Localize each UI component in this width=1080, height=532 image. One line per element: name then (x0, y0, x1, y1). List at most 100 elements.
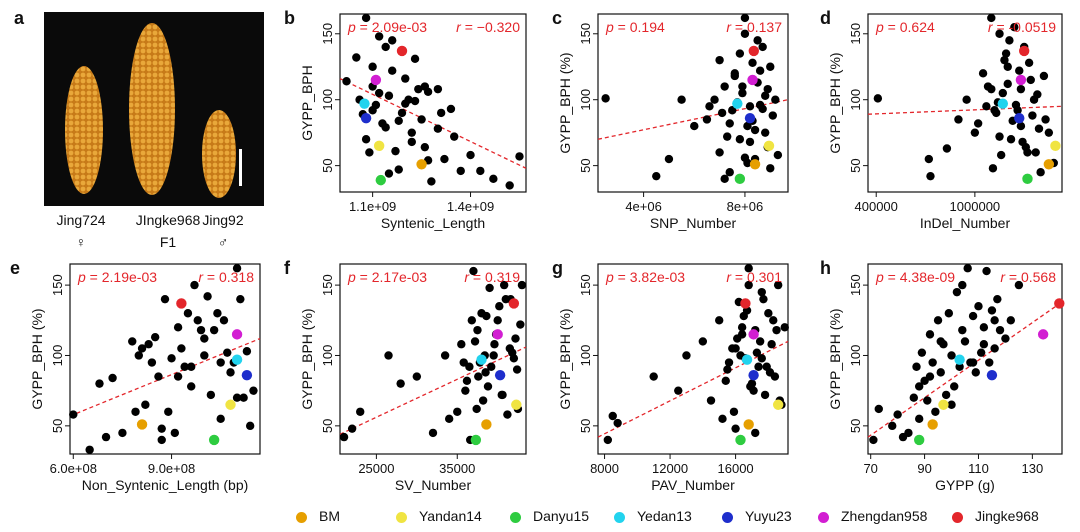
legend-item-yandan14: Yandan14 (396, 508, 482, 524)
data-point (758, 42, 767, 52)
highlight-point-zhengdan958 (492, 329, 503, 340)
highlight-point-yandan14 (373, 140, 385, 152)
p-value-annotation: p = 2.19e-03 (77, 269, 157, 285)
data-point (674, 386, 683, 395)
data-point (444, 414, 454, 424)
data-point (462, 376, 472, 386)
data-point (914, 382, 924, 391)
data-point (505, 181, 514, 190)
y-tick-label: 100 (578, 345, 593, 367)
y-tick-label: 50 (578, 419, 593, 433)
data-point (974, 302, 983, 311)
data-point (420, 82, 430, 91)
data-point (995, 325, 1005, 335)
data-point (995, 132, 1004, 141)
data-point (738, 88, 747, 98)
data-point (474, 372, 483, 381)
chart-panel-h: 70 90 110 130 50 100 150 GYPP (g) GYPP_BPH (%) p … (827, 263, 1065, 493)
y-axis-label: GYPP_BPH (%) (557, 52, 573, 153)
highlight-point-bm (136, 419, 148, 430)
data-point (453, 407, 462, 416)
data-point (160, 294, 170, 304)
photo-role-female: ♀ (75, 234, 87, 250)
data-point (771, 95, 780, 104)
data-point (924, 154, 934, 164)
trend-line (597, 340, 789, 438)
data-point (755, 337, 765, 346)
data-point (608, 411, 617, 421)
highlight-point-jingke968 (508, 298, 520, 309)
data-point (436, 108, 446, 118)
data-point (603, 435, 613, 445)
data-point (761, 128, 770, 137)
data-point (397, 108, 407, 118)
data-point (749, 386, 758, 395)
legend-item-bm: BM (296, 508, 340, 524)
data-point (200, 334, 209, 343)
highlight-point-yuyu23 (986, 369, 998, 381)
data-point (715, 316, 724, 325)
data-point (1001, 334, 1010, 343)
data-point (131, 407, 140, 416)
plot-frame (867, 263, 1063, 455)
x-tick-label: 90 (917, 461, 931, 476)
x-axis-label: SNP_Number (650, 215, 737, 231)
y-tick-label: 150 (578, 23, 593, 45)
highlight-point-yuyu23 (1014, 112, 1025, 124)
r-value-annotation: r = 0.319 (464, 269, 520, 285)
data-point (710, 95, 719, 104)
p-value-annotation: p = 4.38e-09 (875, 269, 955, 285)
panel-letter-b: b (284, 8, 295, 28)
data-point (751, 428, 760, 438)
y-tick-label: 150 (50, 274, 65, 296)
data-point (725, 119, 734, 128)
data-point (745, 102, 755, 111)
data-point (723, 132, 732, 141)
highlight-point-yuyu23 (241, 369, 253, 381)
x-axis-label: Syntenic_Length (381, 215, 485, 231)
highlight-point-zhengdan958 (1015, 74, 1027, 86)
data-point (391, 146, 400, 156)
data-point (1014, 280, 1024, 290)
y-tick-label: 150 (848, 23, 863, 45)
data-point (720, 82, 729, 91)
data-point (1003, 79, 1012, 89)
data-point (478, 396, 488, 405)
x-tick-label: 25000 (358, 461, 394, 476)
data-point (738, 82, 747, 91)
highlight-point-zhengdan958 (231, 329, 243, 340)
data-point (917, 348, 927, 357)
data-point (476, 166, 485, 176)
data-point (757, 354, 766, 363)
data-point (725, 168, 734, 177)
data-point (925, 372, 935, 381)
data-point (715, 55, 724, 65)
data-point (982, 266, 991, 276)
data-point (412, 372, 422, 381)
data-point (744, 280, 753, 290)
x-tick-label: 400000 (855, 199, 898, 214)
data-point (213, 309, 222, 318)
data-point (987, 13, 996, 23)
data-point (952, 287, 962, 297)
data-point (757, 287, 766, 297)
data-point (768, 111, 777, 120)
legend-marker-bm (296, 511, 307, 523)
plot-frame (339, 263, 527, 455)
data-point (223, 348, 232, 357)
highlight-point-yuyu23 (494, 369, 506, 381)
data-point (730, 71, 739, 81)
highlight-point-yandan14 (511, 399, 522, 410)
data-point (232, 264, 242, 273)
highlight-point-yedan13 (476, 354, 487, 365)
data-point (368, 62, 377, 71)
y-tick-label: 50 (848, 158, 863, 172)
y-axis-label: GYPP_BPH (%) (827, 308, 843, 409)
data-point (769, 316, 778, 325)
data-point (467, 316, 477, 325)
y-tick-label: 50 (50, 419, 65, 433)
data-point (414, 84, 423, 94)
data-point (1024, 58, 1034, 67)
legend-marker-yuyu23 (722, 511, 733, 523)
